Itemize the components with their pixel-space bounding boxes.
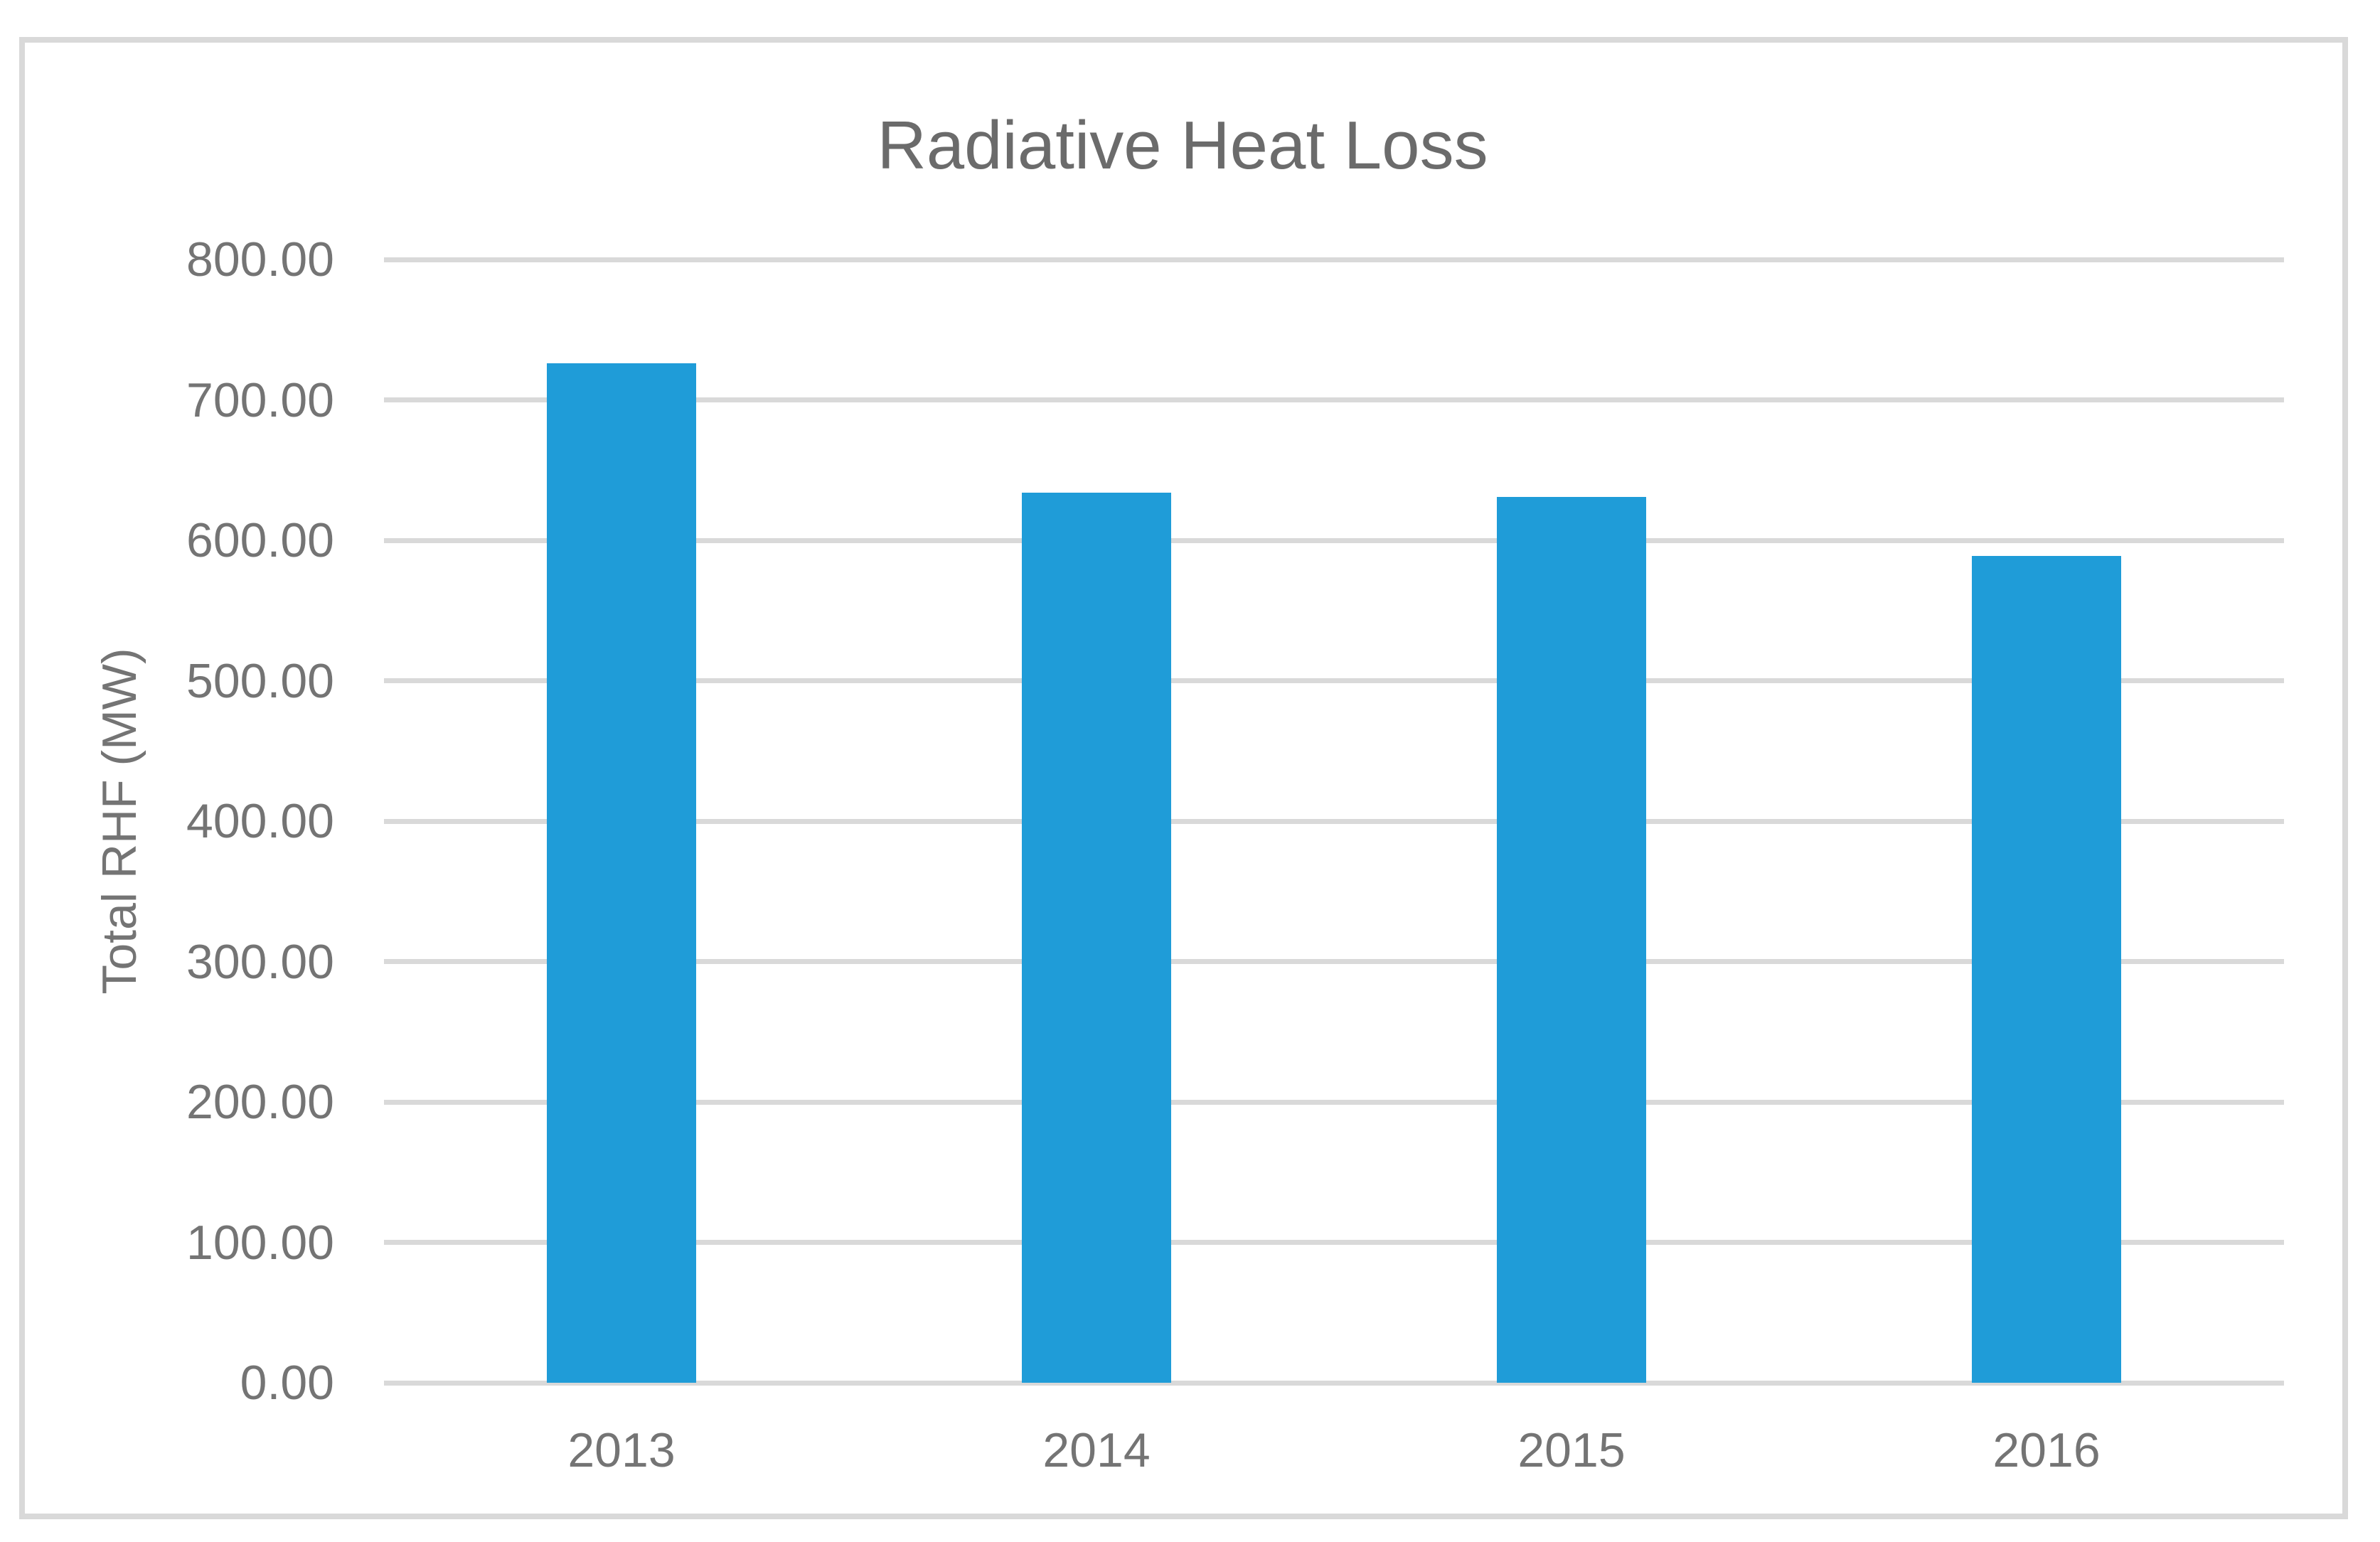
y-axis-tick-label: 800.00: [186, 232, 334, 287]
gridline: [384, 1100, 2284, 1105]
y-axis-tick-label: 700.00: [186, 373, 334, 427]
bar-2016: [1972, 556, 2121, 1383]
y-axis-tick-label: 300.00: [186, 935, 334, 989]
gridline: [384, 257, 2284, 262]
x-axis-tick-label: 2016: [1992, 1423, 2101, 1477]
chart-title: Radiative Heat Loss: [877, 107, 1488, 183]
x-axis-tick-label: 2013: [567, 1423, 676, 1477]
x-axis-tick-label: 2014: [1042, 1423, 1151, 1477]
y-axis-tick-label: 400.00: [186, 794, 334, 848]
gridline: [384, 678, 2284, 683]
gridline: [384, 397, 2284, 402]
gridline: [384, 819, 2284, 824]
bar-2014: [1022, 493, 1171, 1383]
gridline: [384, 1381, 2284, 1386]
gridline: [384, 959, 2284, 964]
y-axis-tick-label: 600.00: [186, 513, 334, 567]
gridline: [384, 538, 2284, 543]
y-axis-tick-label: 200.00: [186, 1075, 334, 1129]
gridline: [384, 1240, 2284, 1245]
bar-2015: [1497, 497, 1646, 1383]
x-axis-tick-label: 2015: [1517, 1423, 1626, 1477]
y-axis-tick-label: 500.00: [186, 654, 334, 708]
chart-border-frame: [19, 37, 2348, 1519]
bar-2013: [547, 363, 696, 1383]
y-axis-tick-label: 0.00: [240, 1356, 334, 1410]
y-axis-tick-label: 100.00: [186, 1216, 334, 1270]
